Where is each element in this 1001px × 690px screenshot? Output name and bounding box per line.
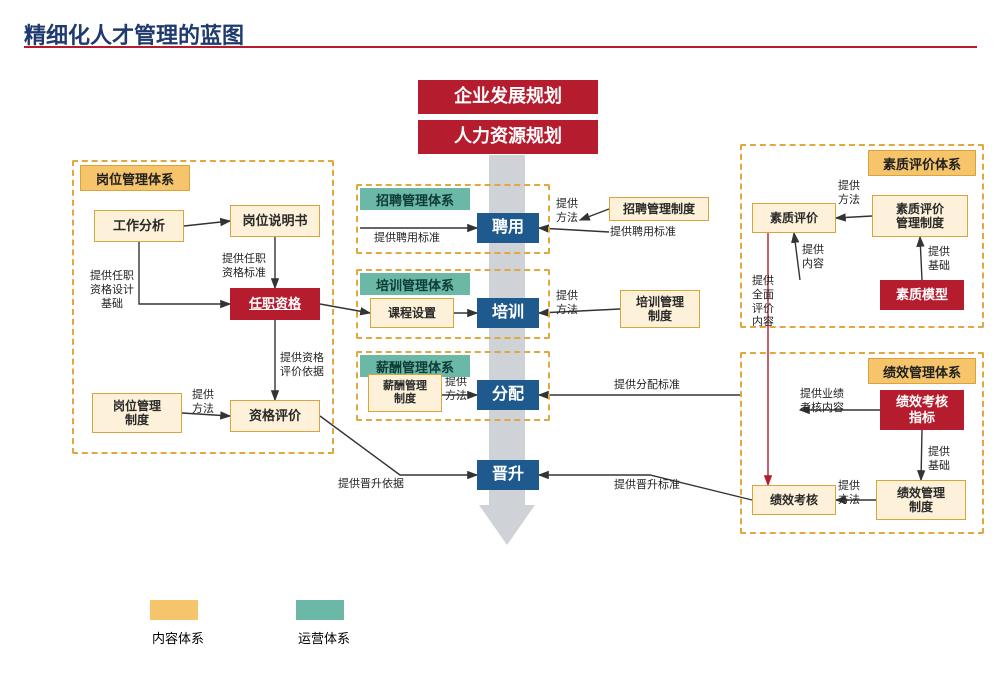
pay-mgmt: 薪酬管理 制度 <box>368 374 442 412</box>
recruit-inst: 招聘管理制度 <box>609 197 709 221</box>
perf-eval: 绩效考核 <box>752 485 836 515</box>
edge <box>580 209 609 220</box>
edge-label: 提供晋升标准 <box>614 479 680 493</box>
train-mgmt: 培训管理 制度 <box>620 290 700 328</box>
comp-model: 素质模型 <box>880 280 964 310</box>
legend-swatch <box>150 600 198 620</box>
perf-sys: 绩效管理体系 <box>868 358 976 384</box>
train: 培训 <box>477 298 539 328</box>
hr-plan: 人力资源规划 <box>418 120 598 154</box>
comp-eval: 素质评价 <box>752 203 836 233</box>
edge-label: 提供 方法 <box>556 198 578 226</box>
corp-plan: 企业发展规划 <box>418 80 598 114</box>
hire: 聘用 <box>477 213 539 243</box>
legend-label: 运营体系 <box>298 628 350 647</box>
train-sys: 培训管理体系 <box>360 273 470 295</box>
edge-label: 提供分配标准 <box>614 379 680 393</box>
diagram-canvas: 精细化人才管理的蓝图提供任职 资格设计 基础提供任职 资格标准提供资格 评价依据… <box>0 0 1001 690</box>
recruit-sys: 招聘管理体系 <box>360 188 470 210</box>
course: 课程设置 <box>370 298 454 328</box>
qual: 任职资格 <box>230 288 320 320</box>
legend-swatch <box>296 600 344 620</box>
perf-inst: 绩效管理 制度 <box>876 480 966 520</box>
edge-label: 提供聘用标准 <box>610 226 676 240</box>
post-mgmt: 岗位管理 制度 <box>92 393 182 433</box>
qual-eval: 资格评价 <box>230 400 320 432</box>
edge-label: 提供 方法 <box>556 290 578 318</box>
legend-label: 内容体系 <box>152 628 204 647</box>
promo: 晋升 <box>477 460 539 490</box>
job-analysis: 工作分析 <box>94 210 184 242</box>
edge <box>539 309 620 313</box>
comp-eval-sys: 素质评价体系 <box>868 150 976 176</box>
perf-kpi: 绩效考核 指标 <box>880 390 964 430</box>
edge <box>320 416 477 475</box>
job-desc: 岗位说明书 <box>230 205 320 237</box>
comp-eval-inst: 素质评价 管理制度 <box>872 195 968 237</box>
post-sys: 岗位管理体系 <box>80 165 190 191</box>
main-arrow-head <box>479 505 535 545</box>
alloc: 分配 <box>477 380 539 410</box>
edge-label: 提供晋升依据 <box>338 478 404 492</box>
